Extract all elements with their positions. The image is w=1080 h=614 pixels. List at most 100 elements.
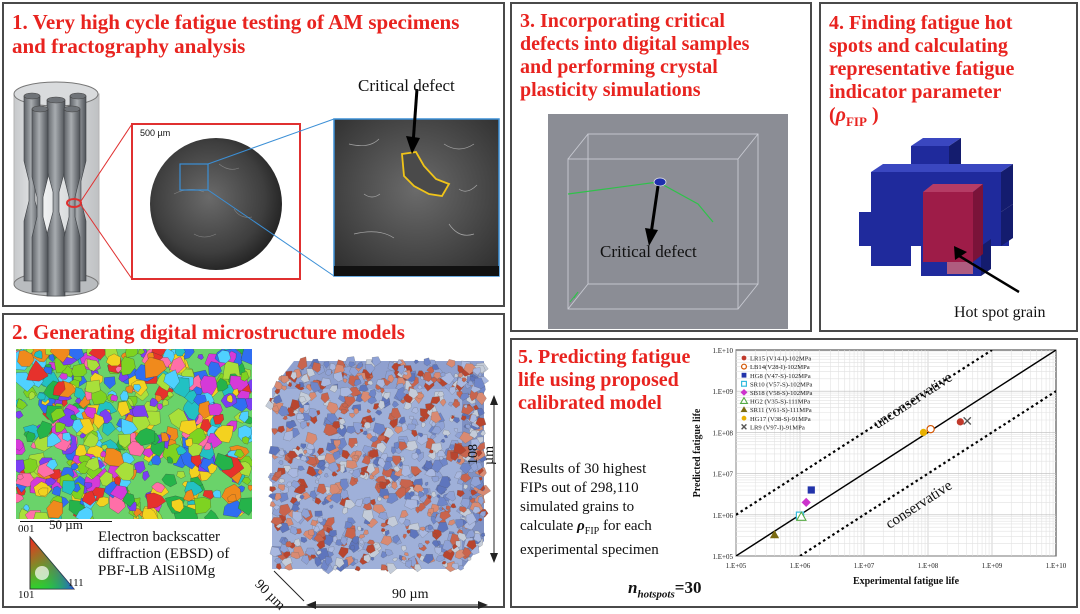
y-tick-label: 1.E+08 <box>713 429 734 437</box>
legend-entry-label: HG2 (V35-S)-111MPa <box>750 399 810 406</box>
specimen-build-cylinder <box>13 81 100 297</box>
panel2-title: 2. Generating digital microstructure mod… <box>12 320 405 344</box>
legend-entry-label: SB18 (V58-S)-102MPa <box>750 390 813 397</box>
y-tick-label: 1.E+06 <box>713 512 734 520</box>
data-point-marker <box>741 415 747 421</box>
defect-in-simulation <box>653 177 667 187</box>
panel4-rho-line: (ρFIP ) <box>829 104 1014 130</box>
desc-line4: calculate ρFIP for each <box>520 517 659 541</box>
panel5-title-line2: life using proposed <box>518 369 679 391</box>
reference-lines <box>736 350 1056 556</box>
x-tick-label: 1.E+05 <box>726 562 747 570</box>
y-tick-label: 1.E+10 <box>713 347 734 355</box>
nhot-value: =30 <box>674 578 702 597</box>
panel-digital-microstructure: 2. Generating digital microstructure mod… <box>2 313 505 613</box>
x-tick-label: 1.E+09 <box>982 562 1003 570</box>
panel4-title-line2: spots and calculating <box>829 35 1008 57</box>
simulation-box <box>548 114 788 329</box>
data-point-marker <box>741 423 747 430</box>
fatigue-life-chart: 1.E+05 1.E+06 1.E+07 1.E+08 1.E+09 1.E+10 1.E+… <box>692 347 1067 587</box>
hotspot-label: Hot spot grain <box>954 304 1046 321</box>
critical-defect-outline <box>401 151 451 197</box>
desc-line4-b: for each <box>599 518 652 534</box>
panel5-title: 5. Predicting fatigue life using propose… <box>518 346 690 415</box>
panel3-defect-label: Critical defect <box>600 242 697 261</box>
desc-line3: simulated grains to <box>520 499 635 515</box>
panel1-title: 1. Very high cycle fatigue testing of AM… <box>12 10 459 58</box>
cube-dim-height: 108 µm <box>466 444 497 465</box>
fracture-surface-disc <box>150 138 282 270</box>
chart-grid <box>735 350 1056 557</box>
panel3-title: 3. Incorporating critical defects into d… <box>520 10 749 102</box>
panel-crystal-plasticity: 3. Incorporating critical defects into d… <box>510 2 812 332</box>
data-point-marker <box>919 428 928 436</box>
panel4-title-line1: 4. Finding fatigue hot <box>829 12 1013 34</box>
ipf-label-001: 001 <box>18 523 35 535</box>
microstructure-cube <box>265 356 498 609</box>
data-point-marker <box>740 380 747 387</box>
ebsd-caption-line1: Electron backscatter <box>98 529 221 545</box>
scale-label-500: 500 µm <box>140 128 171 138</box>
data-point-marker <box>740 406 748 412</box>
data-point-marker <box>956 418 964 426</box>
x-axis-label: Experimental fatigue life <box>853 576 960 587</box>
y-tick-label: 1.E+09 <box>713 388 734 396</box>
ebsd-map <box>16 349 252 519</box>
x-tick-label: 1.E+06 <box>790 562 811 570</box>
panel1-title-line1: 1. Very high cycle fatigue testing of AM… <box>12 10 460 34</box>
legend-entry-label: LR9 (V97-I)-91MPa <box>750 424 805 431</box>
ipf-legend-triangle <box>29 535 76 590</box>
nhot-n: n <box>628 578 638 597</box>
rho-open-paren: ( <box>829 104 836 126</box>
legend-entry-label: LB14(V28-I)-102MPa <box>750 364 810 371</box>
desc-line5: experimental specimen <box>520 542 659 558</box>
panel5-title-line3: calibrated model <box>518 392 662 414</box>
ebsd-scale-label: 50 µm <box>49 517 83 532</box>
x-tick-label: 1.E+07 <box>854 562 875 570</box>
legend-entry-label: SR11 (V61-S)-111MPa <box>750 407 812 414</box>
panel-fatigue-testing: 1. Very high cycle fatigue testing of AM… <box>2 2 505 307</box>
legend-entry-label: HG8 (V47-S)-102MPa <box>750 373 811 380</box>
data-point-marker <box>795 510 807 521</box>
ebsd-caption-line3: PBF-LB AlSi10Mg <box>98 563 216 579</box>
panel3-title-line3: and performing crystal <box>520 56 718 78</box>
data-point-marker <box>740 363 747 370</box>
data-point-marker <box>769 530 780 539</box>
fracture-location-marker <box>66 198 82 208</box>
nhotspots-label: nhotspots=30 <box>628 578 701 600</box>
hotspot-voxel-grain <box>859 138 1020 294</box>
y-tick-label: 1.E+07 <box>713 471 734 479</box>
data-point-marker <box>963 416 972 426</box>
fractography-illustration <box>13 81 500 297</box>
desc-line1: Results of 30 highest <box>520 461 647 477</box>
legend-entry-label: LR15 (V14-I)-102MPa <box>750 356 811 363</box>
panel-life-prediction: 5. Predicting fatigue life using propose… <box>510 338 1078 608</box>
desc-line2: FIPs out of 298,110 <box>520 480 639 496</box>
rho-subscript: FIP <box>845 114 867 129</box>
data-point-marker <box>741 355 747 361</box>
panel1-title-line2: and fractography analysis <box>12 34 246 59</box>
rho-symbol: ρ <box>835 104 846 126</box>
ebsd-scale-bar <box>20 521 112 522</box>
rho-close-paren: ) <box>871 104 879 126</box>
data-point-marker <box>807 486 815 494</box>
data-point-marker <box>741 372 747 378</box>
panel4-title-line3: representative fatigue <box>829 58 1015 80</box>
nhot-sub: hotspots <box>637 588 675 601</box>
panel1-defect-label: Critical defect <box>358 76 455 95</box>
ebsd-caption: Electron backscatter diffraction (EBSD) … <box>98 529 229 580</box>
legend-entry-label: SR10 (V57-S)-102MPa <box>750 381 813 388</box>
lower-bound-line <box>799 390 1056 556</box>
x-tick-label: 1.E+08 <box>918 562 939 570</box>
panel4-title: 4. Finding fatigue hot spots and calcula… <box>829 12 1014 130</box>
data-point-marker <box>926 424 935 434</box>
desc-rho-sub: FIP <box>584 526 600 537</box>
upper-bound-line <box>736 350 993 516</box>
x-tick-label: 1.E+10 <box>1046 562 1067 570</box>
data-point-marker <box>740 389 748 396</box>
ipf-label-111: 111 <box>68 577 84 589</box>
one-to-one-line <box>736 350 1056 556</box>
legend-entry-label: HG17 (V38-S)-91MPa <box>750 416 811 423</box>
data-point-marker <box>739 396 749 404</box>
y-tick-label: 1.E+05 <box>713 553 734 561</box>
